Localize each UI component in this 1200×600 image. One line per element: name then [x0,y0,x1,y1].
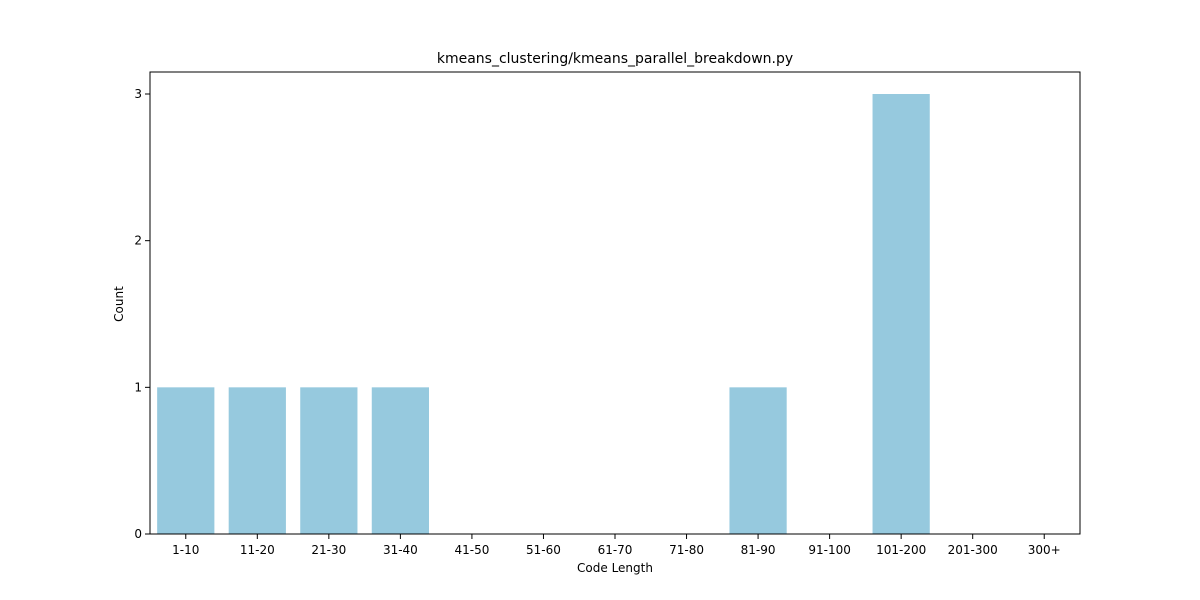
y-tick-label: 1 [134,380,142,394]
bar-81-90 [729,387,787,534]
bar-31-40 [371,387,429,534]
x-tick-label: 71-80 [669,543,704,557]
bar-21-30 [300,387,358,534]
y-tick-label: 2 [134,234,142,248]
y-tick-label: 0 [134,527,142,541]
x-tick-label: 61-70 [598,543,633,557]
x-tick-label: 101-200 [876,543,926,557]
y-tick-label: 3 [134,87,142,101]
x-axis-label: Code Length [577,561,653,575]
x-tick-label: 11-20 [240,543,275,557]
x-tick-label: 1-10 [172,543,199,557]
bar-11-20 [228,387,286,534]
y-axis: 0 1 2 3 [134,87,150,541]
x-tick-label: 201-300 [948,543,998,557]
x-tick-label: 300+ [1028,543,1061,557]
x-tick-label: 81-90 [741,543,776,557]
chart-title: kmeans_clustering/kmeans_parallel_breakd… [437,51,793,67]
x-tick-label: 91-100 [808,543,851,557]
x-tick-label: 41-50 [454,543,489,557]
y-axis-label: Count [112,286,126,322]
bar-101-200 [872,94,930,534]
x-axis: 1-10 11-20 21-30 31-40 41-50 51-60 61-70 71-80 8… [172,534,1061,557]
bar-1-10 [157,387,215,534]
plot-area [149,71,1081,535]
plot-frame [149,71,1081,535]
x-tick-label: 31-40 [383,543,418,557]
x-tick-label: 21-30 [311,543,346,557]
x-tick-label: 51-60 [526,543,561,557]
